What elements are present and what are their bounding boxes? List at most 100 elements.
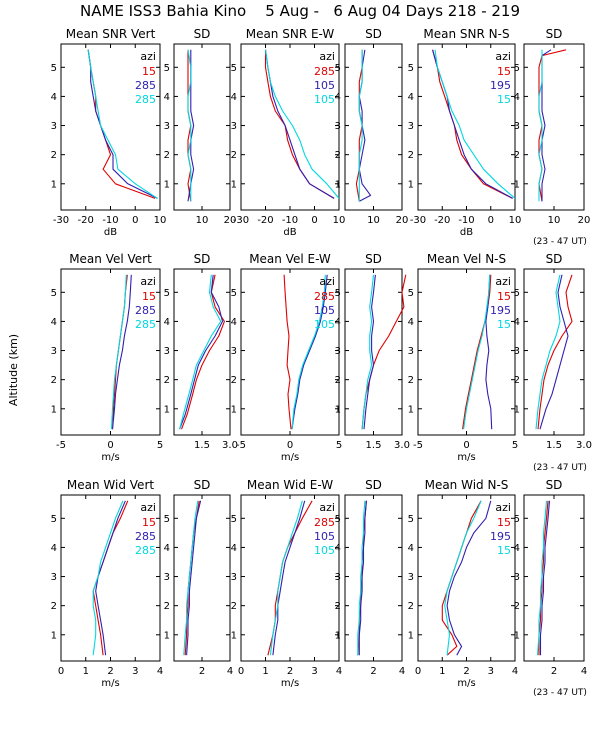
panel-wid-4-series-2 (358, 500, 367, 656)
panel-wid-5-xtick-label: 3 (488, 666, 494, 677)
panel-vel-5-xtick-label: 5 (512, 440, 518, 451)
panel-snr-1-legend-entry: 285 (135, 93, 156, 106)
panel-snr-1-ytick-label: 1 (51, 179, 57, 190)
panel-snr-1-xlabel: dB (104, 227, 117, 238)
panel-vel-1-xtick-label: 5 (157, 440, 163, 451)
panel-snr-3-legend-entry: 285 (314, 65, 335, 78)
panel-vel-2-ytick-label: 2 (164, 375, 170, 386)
panel-vel-5-legend-entry: 15 (497, 318, 511, 331)
panel-wid-1-ytick-label: 4 (51, 543, 57, 554)
panel-vel-6-ytick-label: 1 (514, 404, 520, 415)
panel-snr-5-xlabel: dB (460, 227, 473, 238)
panel-snr-6-ytick-label: 3 (514, 121, 520, 132)
panel-snr-6-xtick-label: 10 (548, 215, 561, 226)
panel-snr-1-legend-header: azi (140, 50, 156, 63)
panel-vel-5-series-2 (485, 274, 493, 430)
panel-wid-4: SD 1 2 3 4 5 2 4 (335, 478, 406, 677)
panel-vel-3-xtick-label: 0 (287, 440, 293, 451)
panel-snr-5-ytick-label: 4 (408, 92, 414, 103)
panel-wid-3-title: Mean Wid E-W (247, 478, 333, 492)
panel-vel-3-series-1 (283, 274, 292, 430)
panel-wid-3-legend-header: azi (319, 501, 335, 514)
panel-snr-3-legend-entry: 105 (314, 93, 335, 106)
panel-wid-5-xtick-label: 2 (463, 666, 469, 677)
panel-snr-4-xtick-label: 10 (367, 215, 380, 226)
panel-wid-4-xtick-label: 4 (399, 666, 405, 677)
panel-vel-5-legend-entry: 195 (490, 304, 511, 317)
panel-snr-6-xtick-label: 20 (578, 215, 591, 226)
panel-snr-1-ytick-label: 3 (51, 121, 57, 132)
panel-snr-5-legend-entry: 195 (490, 79, 511, 92)
panel-wid-2-frame (173, 494, 231, 662)
panel-snr-3-ytick-label: 1 (231, 179, 237, 190)
panel-vel-4: SD 1 2 3 4 5 1.5 3.0 (335, 252, 410, 451)
panel-wid-1-title: Mean Wid Vert (67, 478, 154, 492)
panel-snr-6-ytick-label: 4 (514, 92, 520, 103)
panel-wid-1-legend-entry: 15 (142, 516, 156, 529)
panel-vel-5-series-3 (463, 274, 491, 430)
panel-wid-6-series-3 (536, 500, 548, 656)
panel-wid-5-ytick-label: 2 (408, 601, 414, 612)
panel-vel-3-series-3 (291, 274, 326, 430)
panel-snr-4-ytick-label: 3 (335, 121, 341, 132)
panel-wid-3-legend-entry: 285 (314, 516, 335, 529)
panel-snr-3-ytick-label: 3 (231, 121, 237, 132)
panel-vel-6-ytick-label: 4 (514, 317, 520, 328)
panel-wid-5-title: Mean Wid N-S (425, 478, 509, 492)
panel-vel-1-ytick-label: 2 (51, 375, 57, 386)
panel-snr-2-ytick-label: 1 (164, 179, 170, 190)
panel-vel-5-ytick-label: 2 (408, 375, 414, 386)
panel-wid-2: SD 1 2 3 4 5 2 4 (164, 478, 234, 677)
panel-vel-6-ytick-label: 2 (514, 375, 520, 386)
panel-vel-1-series-3 (110, 274, 127, 430)
panel-wid-1-xlabel: m/s (101, 678, 119, 689)
panel-wid-2-xtick-label: 2 (199, 666, 205, 677)
panel-wid-4-title: SD (365, 478, 382, 492)
panel-vel-2-title: SD (194, 252, 211, 266)
panel-snr-3-legend-entry: 105 (314, 79, 335, 92)
panel-snr-1-title: Mean SNR Vert (66, 27, 156, 41)
panel-vel-2-xtick-label: 3.0 (222, 440, 238, 451)
panel-vel-4-xtick-label: 1.5 (366, 440, 382, 451)
panel-snr-5-xtick-label: -30 (410, 215, 426, 226)
panel-vel-6-series-2 (539, 274, 569, 430)
panel-snr-4: SD 1 2 3 4 5 10 20 (335, 27, 409, 226)
panel-wid-5-xlabel: m/s (457, 678, 475, 689)
panel-wid-4-ytick-label: 3 (335, 572, 341, 583)
panel-wid-1-ytick-label: 2 (51, 601, 57, 612)
panel-snr-1-xtick-label: -30 (53, 215, 69, 226)
panel-snr-2-xtick-label: 10 (196, 215, 209, 226)
panel-wid-6-ytick-label: 4 (514, 543, 520, 554)
panel-snr-5-ytick-label: 2 (408, 150, 414, 161)
panel-vel-5-ytick-label: 1 (408, 404, 414, 415)
panel-vel-3-ytick-label: 3 (231, 346, 237, 357)
panel-wid-6-ytick-label: 3 (514, 572, 520, 583)
panel-snr-3-ytick-label: 4 (231, 92, 237, 103)
panel-vel-5-ytick-label: 5 (408, 288, 414, 299)
panel-wid-4-ytick-label: 4 (335, 543, 341, 554)
panel-wid-6-title: SD (546, 478, 563, 492)
panel-vel-3-xtick-label: 5 (336, 440, 342, 451)
panel-vel-5-legend-header: azi (495, 275, 511, 288)
panel-vel-1-ytick-label: 3 (51, 346, 57, 357)
panel-snr-4-series-3 (358, 49, 363, 202)
panel-wid-3-series-3 (269, 500, 303, 656)
panel-vel-6-series-1 (537, 274, 573, 430)
panel-vel-1-legend-header: azi (140, 275, 156, 288)
panel-snr-6-series-3 (538, 49, 543, 202)
panel-vel-3-xtick-label: -5 (236, 440, 246, 451)
panel-wid-6-ytick-label: 1 (514, 630, 520, 641)
panel-wid-3-ytick-label: 2 (231, 601, 237, 612)
panel-vel-2-ytick-label: 4 (164, 317, 170, 328)
panel-vel-6-xtick-label: 3.0 (576, 440, 592, 451)
panel-vel-1-xtick-label: 0 (107, 440, 113, 451)
panel-snr-1-ytick-label: 2 (51, 150, 57, 161)
panel-snr-5-xtick-label: -10 (458, 215, 474, 226)
panel-snr-5-ytick-label: 3 (408, 121, 414, 132)
panel-wid-5-series-3 (444, 500, 482, 656)
panel-wid-6-frame (523, 494, 585, 662)
